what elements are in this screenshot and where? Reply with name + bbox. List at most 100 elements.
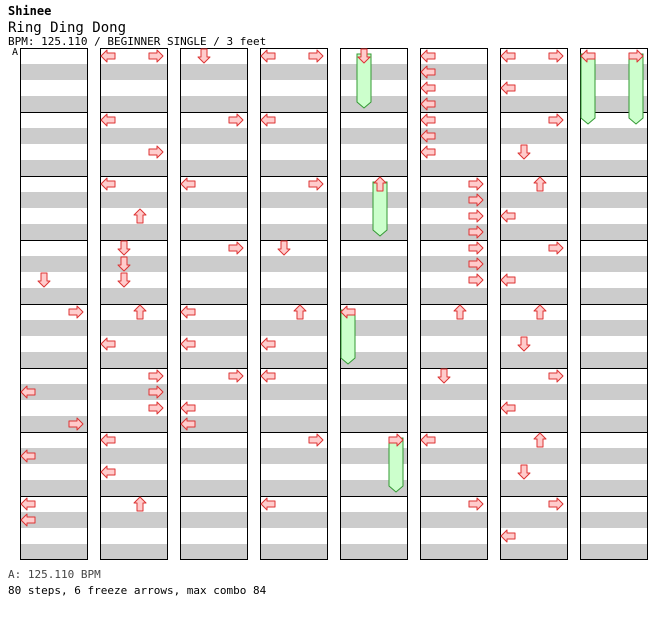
measure-stripe: [420, 192, 488, 208]
column-border: [100, 48, 168, 560]
column-border: [580, 48, 648, 560]
step-arrow-left-icon: [500, 81, 516, 95]
footer-stats: 80 steps, 6 freeze arrows, max combo 84: [8, 584, 267, 597]
measure-stripe: [100, 416, 168, 432]
step-arrow-left-icon: [500, 49, 516, 63]
measure-stripe: [340, 416, 408, 432]
freeze-arrow-body: [580, 53, 596, 125]
measure-stripe: [580, 192, 648, 208]
measure-stripe: [340, 224, 408, 240]
step-arrow-left-icon: [20, 513, 36, 527]
step-arrow-right-icon: [308, 49, 324, 63]
step-arrow-right-icon: [628, 49, 644, 63]
step-arrow-up-icon: [133, 496, 147, 512]
measure-stripe: [340, 256, 408, 272]
step-arrow-left-icon: [100, 49, 116, 63]
measure-stripe: [180, 96, 248, 112]
step-arrow-left-icon: [20, 385, 36, 399]
column-border: [180, 48, 248, 560]
step-arrow-right-icon: [148, 145, 164, 159]
step-arrow-down-icon: [517, 144, 531, 160]
step-arrow-left-icon: [260, 113, 276, 127]
measure-stripe: [180, 64, 248, 80]
step-arrow-up-icon: [533, 304, 547, 320]
step-arrow-left-icon: [500, 529, 516, 543]
measure-stripe: [420, 256, 488, 272]
step-arrow-left-icon: [180, 305, 196, 319]
measure-stripe: [20, 224, 88, 240]
step-arrow-right-icon: [548, 49, 564, 63]
measure-stripe: [260, 384, 328, 400]
measure-stripe: [180, 224, 248, 240]
step-arrow-down-icon: [37, 272, 51, 288]
measure-stripe: [340, 352, 408, 368]
chart-column: [260, 48, 328, 560]
measure-stripe: [580, 544, 648, 560]
chart-column: [20, 48, 88, 560]
chart-column: [580, 48, 648, 560]
measure-stripe: [580, 480, 648, 496]
measure-stripe: [340, 96, 408, 112]
measure-stripe: [100, 352, 168, 368]
step-arrow-right-icon: [468, 273, 484, 287]
step-arrow-left-icon: [100, 465, 116, 479]
measure-stripe: [420, 544, 488, 560]
measure-stripe: [500, 192, 568, 208]
measure-stripe: [500, 64, 568, 80]
measure-stripe: [100, 288, 168, 304]
freeze-arrow-body: [628, 53, 644, 125]
measure-stripe: [580, 128, 648, 144]
measure-stripe: [500, 448, 568, 464]
measure-stripe: [100, 320, 168, 336]
step-arrow-right-icon: [148, 369, 164, 383]
step-arrow-down-icon: [277, 240, 291, 256]
measure-stripe: [180, 544, 248, 560]
measure-stripe: [20, 544, 88, 560]
measure-stripe: [500, 384, 568, 400]
measure-stripe: [100, 96, 168, 112]
step-arrow-up-icon: [453, 304, 467, 320]
bpm-marker: A: [12, 47, 19, 58]
measure-stripe: [340, 384, 408, 400]
step-arrow-up-icon: [373, 176, 387, 192]
step-arrow-right-icon: [228, 369, 244, 383]
measure-stripe: [100, 128, 168, 144]
measure-stripe: [420, 512, 488, 528]
measure-stripe: [500, 320, 568, 336]
step-arrow-left-icon: [500, 209, 516, 223]
step-arrow-left-icon: [180, 401, 196, 415]
step-arrow-right-icon: [468, 225, 484, 239]
column-border: [500, 48, 568, 560]
measure-stripe: [20, 288, 88, 304]
step-arrow-left-icon: [260, 49, 276, 63]
step-arrow-left-icon: [420, 145, 436, 159]
measure-stripe: [100, 160, 168, 176]
measure-stripe: [180, 128, 248, 144]
step-arrow-left-icon: [420, 81, 436, 95]
step-arrow-down-icon: [357, 48, 371, 64]
freeze-arrow-body: [340, 309, 356, 365]
measure-stripe: [20, 352, 88, 368]
measure-stripe: [580, 256, 648, 272]
measure-stripe: [260, 192, 328, 208]
step-arrow-right-icon: [548, 241, 564, 255]
measure-stripe: [260, 416, 328, 432]
step-arrow-down-icon: [437, 368, 451, 384]
measure-stripe: [100, 544, 168, 560]
chart-info: BPM: 125.110 / BEGINNER SINGLE / 3 feet: [8, 35, 267, 48]
measure-stripe: [100, 192, 168, 208]
footer-bpm: A: 125.110 BPM: [8, 568, 101, 581]
measure-stripe: [180, 384, 248, 400]
measure-stripe: [20, 320, 88, 336]
step-arrow-right-icon: [228, 113, 244, 127]
measure-stripe: [100, 480, 168, 496]
step-arrow-right-icon: [228, 241, 244, 255]
step-arrow-left-icon: [180, 337, 196, 351]
step-arrow-left-icon: [20, 449, 36, 463]
step-arrow-right-icon: [548, 113, 564, 127]
step-arrow-right-icon: [468, 209, 484, 223]
measure-stripe: [340, 320, 408, 336]
measure-stripe: [260, 160, 328, 176]
freeze-arrow-body: [388, 437, 404, 493]
measure-stripe: [340, 160, 408, 176]
